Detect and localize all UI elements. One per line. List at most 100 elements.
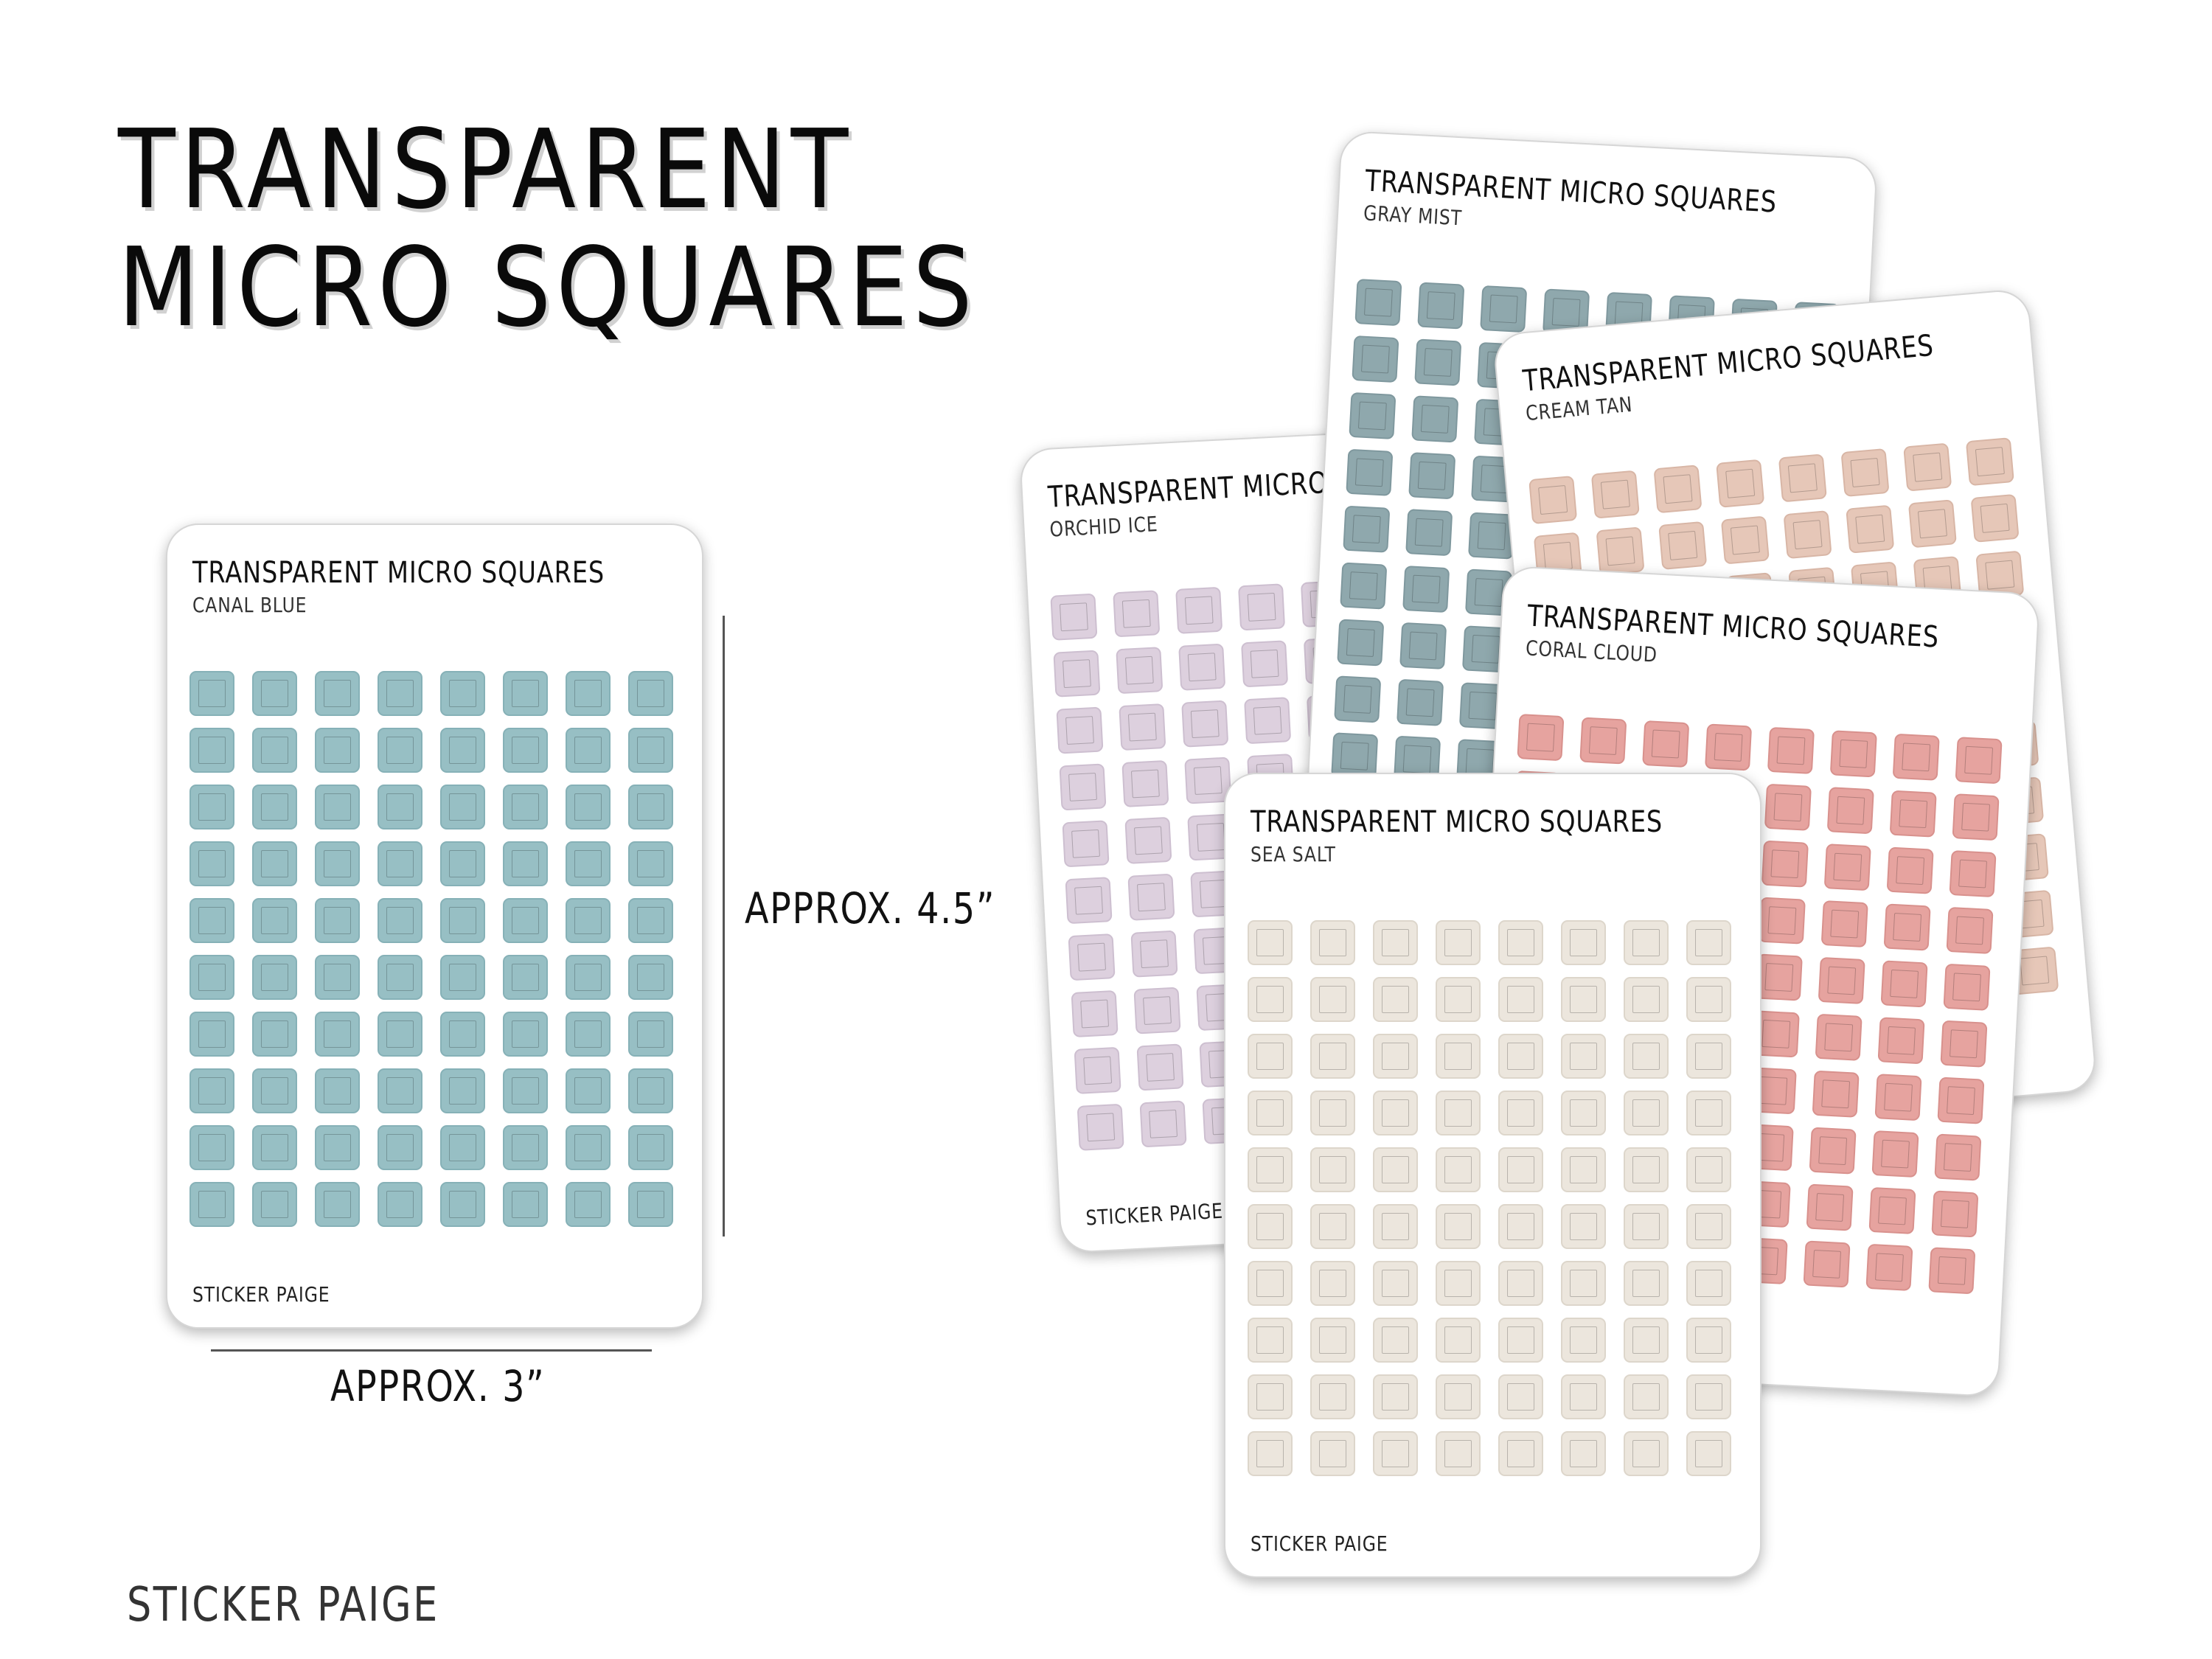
micro-square-sticker <box>1658 521 1708 570</box>
micro-square-sticker <box>628 898 673 943</box>
micro-square-sticker <box>1952 793 2000 841</box>
micro-square-sticker <box>503 1182 548 1227</box>
micro-square-sticker <box>440 1125 485 1170</box>
micro-square-sticker <box>1139 1100 1187 1148</box>
micro-square-sticker <box>189 898 234 943</box>
height-dimension-line <box>723 616 725 1237</box>
micro-square-sticker <box>378 1182 422 1227</box>
micro-square-sticker <box>1373 920 1418 965</box>
micro-square-sticker <box>252 1012 297 1057</box>
micro-square-sticker <box>1436 1034 1481 1079</box>
micro-square-sticker <box>628 671 673 716</box>
micro-square-sticker <box>566 1012 611 1057</box>
micro-square-sticker <box>1705 723 1753 771</box>
micro-square-sticker <box>1373 1204 1418 1249</box>
micro-square-sticker <box>1761 840 1809 888</box>
micro-square-sticker <box>628 1012 673 1057</box>
sheet-color-name: ORCHID ICE <box>1048 512 1159 542</box>
sheet-title: TRANSPARENT MICRO SQUARES <box>1521 328 1935 399</box>
micro-square-sticker <box>1686 1091 1731 1135</box>
micro-square-sticker <box>378 785 422 830</box>
micro-square-sticker <box>1119 703 1166 751</box>
micro-square-sticker <box>1498 977 1543 1022</box>
micro-square-sticker <box>1624 1318 1669 1363</box>
micro-square-sticker <box>1237 583 1286 631</box>
micro-square-sticker <box>315 841 360 886</box>
micro-square-sticker <box>189 671 234 716</box>
micro-square-sticker <box>1755 953 1803 1001</box>
micro-square-sticker <box>1970 493 2020 543</box>
height-dimension-label: APPROX. 4.5” <box>745 883 996 933</box>
micro-square-sticker <box>1764 783 1812 831</box>
micro-square-sticker <box>378 898 422 943</box>
micro-square-sticker <box>1397 678 1444 726</box>
micro-square-sticker <box>1436 1204 1481 1249</box>
sheet-sea-salt: TRANSPARENT MICRO SQUARES SEA SALT STICK… <box>1224 773 1761 1578</box>
micro-square-sticker <box>1346 448 1394 496</box>
micro-square-sticker <box>315 898 360 943</box>
micro-square-sticker <box>252 671 297 716</box>
micro-square-sticker <box>189 955 234 1000</box>
micro-square-sticker <box>440 1068 485 1113</box>
micro-square-sticker <box>1931 1190 1979 1238</box>
micro-square-sticker <box>1767 726 1815 774</box>
micro-square-sticker <box>1823 844 1871 891</box>
micro-square-sticker <box>1829 730 1877 778</box>
micro-square-sticker <box>1405 509 1453 557</box>
micro-square-sticker <box>1178 643 1226 691</box>
micro-square-sticker <box>1498 1318 1543 1363</box>
sheet-color-name: CORAL CLOUD <box>1525 636 1658 667</box>
micro-square-sticker <box>503 671 548 716</box>
micro-square-sticker <box>1121 759 1169 808</box>
micro-square-sticker <box>378 1012 422 1057</box>
micro-square-sticker <box>1127 873 1175 921</box>
micro-square-sticker <box>440 671 485 716</box>
micro-square-sticker <box>1373 1431 1418 1476</box>
micro-square-sticker <box>1068 933 1116 981</box>
micro-square-sticker <box>1354 279 1402 327</box>
micro-square-sticker <box>1889 790 1937 838</box>
micro-square-sticker <box>1402 565 1450 613</box>
micro-square-sticker <box>1373 1374 1418 1419</box>
micro-square-sticker <box>1818 956 1865 1005</box>
micro-square-sticker <box>1812 1070 1860 1118</box>
micro-square-sticker <box>315 1125 360 1170</box>
micro-square-sticker <box>378 841 422 886</box>
micro-square-sticker <box>1579 717 1627 765</box>
micro-square-sticker <box>1686 1431 1731 1476</box>
micro-square-sticker <box>1498 1374 1543 1419</box>
micro-square-sticker <box>1686 1204 1731 1249</box>
micro-square-sticker <box>1053 650 1101 698</box>
micro-square-sticker <box>440 728 485 773</box>
micro-square-sticker <box>189 1182 234 1227</box>
micro-square-sticker <box>1561 977 1606 1022</box>
micro-square-sticker <box>1809 1127 1857 1175</box>
micro-square-sticker <box>1436 1091 1481 1135</box>
sheet-color-name: CANAL BLUE <box>192 593 307 617</box>
micro-square-sticker <box>1414 338 1462 386</box>
micro-square-sticker <box>1480 285 1528 333</box>
micro-square-sticker <box>1907 499 1957 549</box>
micro-square-sticker <box>378 671 422 716</box>
micro-square-sticker <box>1624 1261 1669 1306</box>
micro-square-sticker <box>1806 1183 1854 1231</box>
micro-square-sticker <box>628 785 673 830</box>
micro-square-sticker <box>1803 1240 1851 1288</box>
micro-square-sticker <box>1050 593 1098 641</box>
micro-square-sticker <box>1343 505 1391 553</box>
micro-square-sticker <box>1561 1091 1606 1135</box>
micro-square-sticker <box>1310 1261 1355 1306</box>
micro-square-sticker <box>1310 1147 1355 1192</box>
micro-square-sticker <box>628 728 673 773</box>
width-dimension-label: APPROX. 3” <box>330 1361 546 1411</box>
micro-square-sticker <box>566 898 611 943</box>
micro-square-sticker <box>1624 1091 1669 1135</box>
micro-square-sticker <box>1642 720 1690 768</box>
micro-square-sticker <box>1686 1261 1731 1306</box>
micro-square-sticker <box>1498 920 1543 965</box>
sticker-grid <box>189 671 673 1227</box>
micro-square-sticker <box>1561 1431 1606 1476</box>
micro-square-sticker <box>1181 700 1229 748</box>
sheet-brand: STICKER PAIGE <box>192 1282 330 1307</box>
micro-square-sticker <box>628 1068 673 1113</box>
